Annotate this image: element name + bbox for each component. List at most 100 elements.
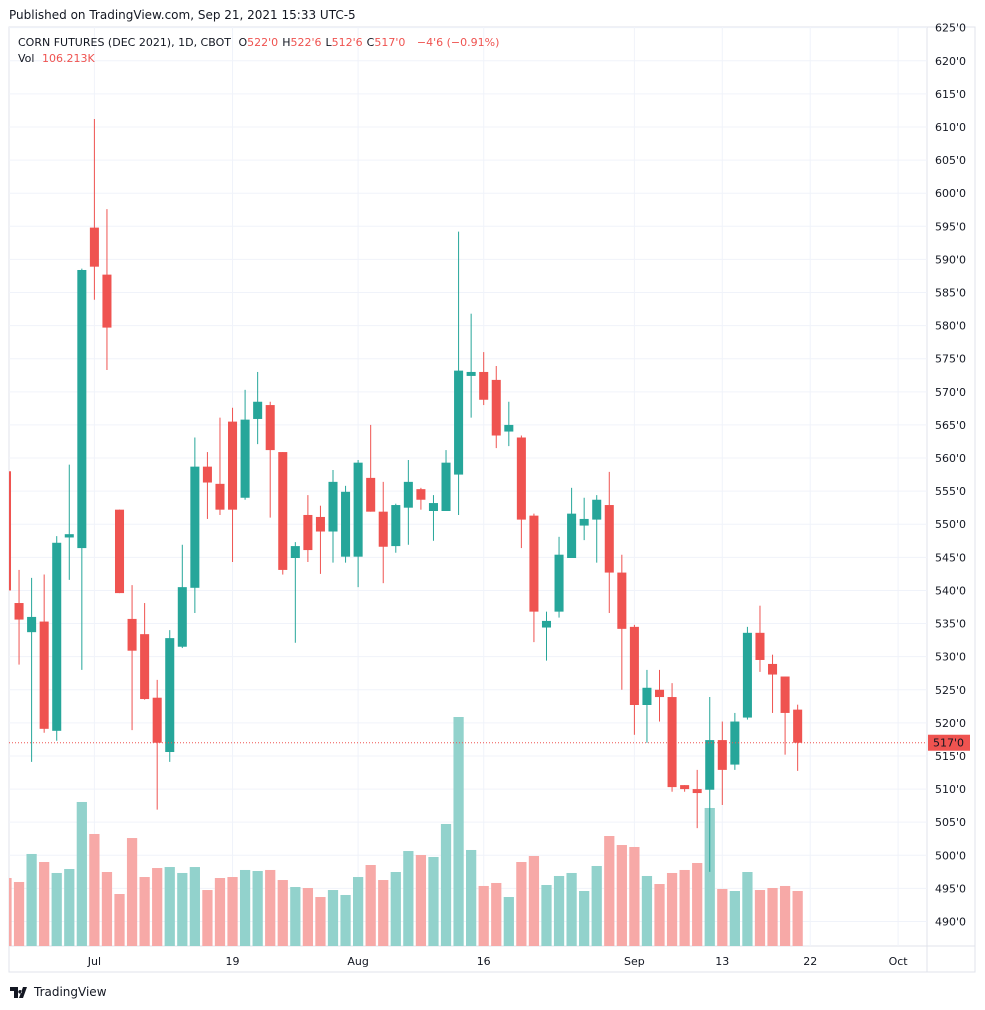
last-price-badge — [928, 734, 970, 751]
volume-bar — [13, 881, 25, 946]
x-tick-label: 22 — [803, 955, 817, 968]
volume-bar — [616, 845, 627, 946]
y-tick-label: 600'0 — [935, 187, 966, 200]
candle-body — [604, 505, 614, 573]
volume-bar — [302, 887, 314, 946]
volume-pane — [9, 717, 803, 946]
volume-bar — [717, 888, 728, 946]
volume-bar — [491, 882, 502, 946]
volume-bar — [126, 838, 138, 946]
candle-body — [9, 471, 12, 591]
candle-body — [366, 477, 376, 512]
candle-body — [554, 554, 564, 612]
candle-body — [353, 462, 363, 557]
y-tick-label: 490'0 — [935, 916, 966, 929]
x-tick-label: Sep — [624, 955, 645, 968]
change: −4'6 (−0.91%) — [416, 36, 500, 49]
volume-bar — [64, 868, 75, 946]
candle-body — [692, 789, 702, 794]
volume-bar — [315, 897, 326, 946]
ohlc-values: O522'0 H522'6 L512'6 C517'0 — [238, 36, 409, 49]
volume-bar — [390, 871, 401, 946]
volume-bar — [679, 869, 690, 946]
candle-body — [152, 697, 162, 743]
volume-bar — [692, 862, 703, 946]
ohlc-key: H — [282, 36, 291, 49]
y-tick-label: 500'0 — [935, 849, 966, 862]
volume-bar — [516, 862, 527, 946]
volume-bar — [101, 871, 113, 946]
candle-body — [177, 587, 187, 647]
volume-bar — [26, 853, 37, 946]
volume-bar — [365, 865, 376, 946]
y-tick-label: 605'0 — [935, 154, 966, 167]
volume-bar — [202, 890, 213, 946]
volume-bar — [164, 867, 175, 946]
published-note: Published on TradingView.com, Sep 21, 20… — [9, 8, 356, 22]
y-tick-label: 515'0 — [935, 750, 966, 763]
candle-body — [64, 534, 74, 538]
volume-bar — [466, 849, 477, 946]
x-tick-label: 16 — [477, 955, 491, 968]
volume-bar — [39, 862, 50, 946]
candle-body — [14, 603, 24, 620]
volume-bar — [378, 880, 389, 946]
volume-bar — [252, 871, 263, 946]
ohlc-value: 522'6 — [290, 36, 322, 49]
volume-bar — [277, 880, 288, 946]
candle-body — [253, 401, 263, 419]
volume-bar — [214, 878, 226, 946]
volume-row: Vol 106.213K — [18, 51, 503, 67]
candle-body — [667, 697, 677, 788]
candle-body — [730, 721, 740, 765]
y-tick-label: 585'0 — [935, 287, 966, 300]
y-tick-label: 575'0 — [935, 353, 966, 366]
y-tick-label: 505'0 — [935, 816, 966, 829]
candle-body — [579, 518, 589, 526]
candle-body — [629, 626, 639, 705]
ohlc-key: L — [325, 36, 332, 49]
volume-bar — [76, 801, 87, 946]
volume-bar — [440, 823, 452, 946]
candle-body — [516, 437, 526, 520]
candle-body — [768, 663, 778, 675]
volume-bar — [352, 877, 364, 946]
volume-bar — [566, 872, 577, 946]
candle-body — [567, 513, 577, 559]
candle-body — [755, 632, 765, 660]
candle-body — [228, 421, 238, 510]
x-tick-label: 19 — [226, 955, 240, 968]
candle-body — [102, 274, 112, 328]
volume-bar — [51, 872, 62, 946]
volume-bar — [742, 871, 753, 946]
candle-body — [403, 481, 413, 508]
volume-value: 106.213K — [41, 52, 95, 65]
volume-bar — [478, 885, 489, 946]
candle-body — [27, 616, 37, 633]
y-tick-label: 595'0 — [935, 220, 966, 233]
volume-bar — [265, 869, 276, 946]
candle-body — [742, 632, 752, 718]
y-tick-label: 560'0 — [935, 452, 966, 465]
candle-body — [52, 542, 62, 731]
volume-bar — [641, 875, 653, 946]
volume-bar — [428, 856, 439, 946]
volume-key: Vol — [18, 52, 35, 65]
y-tick-label: 495'0 — [935, 882, 966, 895]
volume-bar — [9, 878, 12, 946]
volume-bar — [579, 891, 590, 946]
y-tick-label: 525'0 — [935, 684, 966, 697]
candle-body — [165, 638, 175, 753]
candle-body — [780, 676, 790, 713]
volume-bar — [604, 836, 615, 946]
y-tick-label: 590'0 — [935, 253, 966, 266]
y-tick-label: 545'0 — [935, 551, 966, 564]
volume-bar — [528, 855, 540, 946]
y-tick-label: 625'0 — [935, 22, 966, 35]
candle-body — [617, 572, 627, 629]
candle-body — [416, 489, 426, 500]
candle-body — [114, 509, 125, 594]
symbol: CORN FUTURES (DEC 2021), 1D, CBOT — [18, 36, 231, 49]
volume-bar — [729, 891, 740, 946]
